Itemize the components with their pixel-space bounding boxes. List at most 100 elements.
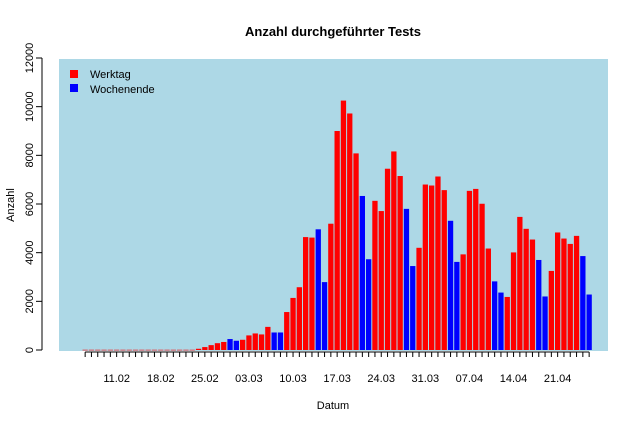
x-tick-label: 14.04	[500, 373, 528, 385]
bar-05.03	[258, 334, 265, 350]
bar-18.03	[340, 100, 347, 350]
bar-23.04	[567, 243, 573, 350]
legend-swatch-wochenende	[70, 84, 78, 92]
bar-21.03	[359, 195, 365, 350]
bar-18.04	[536, 259, 542, 350]
bar-14.04	[510, 252, 517, 350]
bar-28.02	[221, 341, 227, 350]
bar-14.02	[132, 349, 139, 351]
bar-29.02	[227, 339, 233, 350]
bar-15.04	[517, 216, 523, 350]
bar-22.04	[561, 238, 567, 350]
x-tick-label: 11.02	[103, 373, 130, 385]
x-tick-label: 21.04	[544, 373, 572, 385]
bar-12.03	[303, 237, 309, 350]
chart-title: Anzahl durchgeführter Tests	[245, 24, 421, 39]
legend-label-werktag: Werktag	[90, 69, 131, 81]
bar-12.04	[498, 292, 504, 350]
x-tick-label: 07.04	[456, 373, 484, 385]
bar-15.02	[139, 349, 145, 351]
bar-11.03	[296, 287, 302, 350]
bar-25.04	[580, 256, 586, 350]
bar-16.03	[328, 223, 334, 350]
bar-13.02	[126, 349, 132, 351]
bar-04.03	[252, 333, 258, 350]
bar-14.03	[315, 229, 321, 350]
bar-07.04	[466, 190, 473, 350]
bar-16.04	[523, 228, 529, 350]
bar-10.02	[107, 349, 113, 351]
x-tick-label: 18.02	[147, 373, 175, 385]
bar-20.03	[353, 153, 359, 350]
bar-07.02	[88, 349, 95, 351]
bar-09.03	[284, 312, 290, 350]
bar-18.02	[158, 349, 164, 351]
y-axis-label: Anzahl	[5, 188, 17, 222]
bar-28.03	[403, 208, 410, 350]
y-tick-label: 2000	[24, 289, 36, 313]
bar-24.04	[573, 235, 580, 350]
bar-30.03	[416, 247, 422, 350]
bar-25.03	[384, 168, 391, 350]
x-tick-label: 24.03	[367, 373, 395, 385]
bar-20.04	[548, 270, 554, 350]
bar-23.03	[372, 200, 378, 350]
bar-03.04	[441, 190, 447, 350]
bar-26.02	[208, 345, 214, 350]
bar-06.04	[460, 254, 466, 350]
bar-08.03	[277, 332, 284, 350]
bar-25.02	[202, 347, 208, 350]
bar-09.02	[101, 349, 107, 351]
bar-29.03	[410, 266, 416, 350]
bar-13.03	[309, 237, 315, 350]
x-tick-label: 03.03	[235, 373, 263, 385]
bar-12.02	[120, 349, 126, 351]
bar-21.04	[555, 232, 561, 350]
bar-21.02	[177, 349, 183, 351]
x-axis: 11.02 18.02 25.02 03.03 10.03 17.03 24.03 31.03…	[84, 351, 590, 385]
x-tick-label: 17.03	[323, 373, 351, 385]
x-tick-label: 25.02	[191, 373, 219, 385]
bar-23.02	[189, 349, 195, 351]
bar-31.03	[422, 184, 428, 350]
bar-02.03	[240, 339, 246, 350]
bar-17.03	[334, 131, 340, 350]
bar-09.04	[479, 203, 485, 350]
bar-02.04	[435, 176, 441, 350]
bar-03.03	[246, 335, 252, 350]
y-axis: 0 2000 4000 6000 8000 10000 12000	[24, 43, 43, 353]
bar-01.03	[233, 340, 239, 350]
bar-19.03	[347, 113, 353, 350]
bar-11.04	[492, 281, 498, 350]
y-tick-label: 12000	[24, 43, 36, 74]
bar-07.03	[271, 332, 277, 350]
legend: Werktag Wochenende	[70, 69, 155, 96]
bar-22.02	[183, 349, 189, 351]
y-tick-label: 4000	[24, 240, 36, 264]
x-tick-label: 31.03	[412, 373, 440, 385]
x-tick-label: 10.03	[279, 373, 307, 385]
bar-24.02	[195, 348, 202, 350]
bar-24.03	[378, 211, 384, 350]
bar-10.03	[290, 297, 296, 350]
legend-label-wochenende: Wochenende	[90, 84, 155, 96]
bar-27.02	[214, 343, 221, 350]
bar-22.03	[366, 259, 372, 350]
legend-swatch-werktag	[70, 70, 78, 78]
bar-17.02	[151, 349, 158, 351]
bar-19.04	[542, 296, 548, 350]
y-tick-label: 0	[24, 347, 36, 353]
bar-06.02	[82, 349, 88, 351]
bar-08.02	[95, 349, 101, 351]
bar-10.04	[485, 248, 491, 350]
bar-19.02	[164, 349, 170, 351]
bar-01.04	[429, 185, 435, 350]
bar-11.02	[114, 349, 120, 351]
bar-06.03	[265, 326, 271, 350]
y-tick-label: 10000	[24, 91, 36, 122]
bar-08.04	[473, 188, 479, 350]
bar-13.04	[504, 296, 510, 350]
bars-group	[82, 100, 592, 351]
bar-20.02	[170, 349, 176, 351]
